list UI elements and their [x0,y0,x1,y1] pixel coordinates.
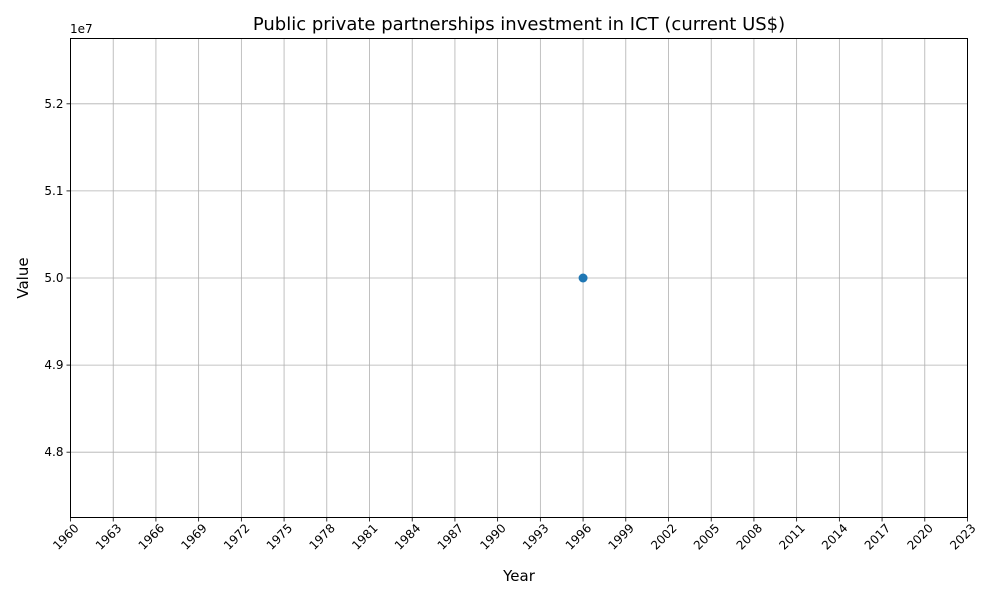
x-tick-label: 1987 [435,521,466,552]
x-tick-label: 1963 [93,521,124,552]
y-tick-label: 4.8 [44,445,63,459]
x-tick-label: 1972 [221,521,252,552]
x-axis-ticks: 1960 1963 1966 1969 1972 1975 1978 1981 1984 1987… [50,517,979,553]
x-tick-label: 1984 [392,521,423,552]
y-tick-label: 5.2 [44,97,63,111]
grid [70,38,968,518]
series-layer [578,273,588,283]
y-tick-label: 5.1 [44,184,63,198]
x-tick-label: 1999 [605,521,636,552]
x-tick-label: 2011 [776,521,807,552]
x-tick-label: 1969 [178,521,209,552]
x-tick-label: 1975 [264,521,295,552]
x-tick-label: 2023 [947,521,978,552]
x-tick-label: 1960 [50,521,81,552]
x-tick-label: 1966 [136,521,167,552]
x-tick-label: 2008 [734,521,765,552]
y-axis-label: Value [14,257,32,298]
x-tick-label: 2002 [648,521,679,552]
y-tick-label: 4.9 [44,358,63,372]
x-tick-label: 1978 [306,521,337,552]
x-tick-label: 2005 [691,521,722,552]
chart-title: Public private partnerships investment i… [253,14,785,35]
data-point [578,273,588,283]
x-axis-label: Year [502,567,536,585]
y-axis-ticks: 4.8 4.9 5.0 5.1 5.2 [44,97,71,459]
y-axis-offset-label: 1e7 [70,22,93,36]
x-tick-label: 1990 [477,521,508,552]
x-tick-label: 1996 [563,521,594,552]
y-tick-label: 5.0 [44,271,63,285]
x-tick-label: 1993 [520,521,551,552]
x-tick-label: 2017 [862,521,893,552]
x-tick-label: 2014 [819,521,850,552]
x-tick-label: 1981 [349,521,380,552]
x-tick-label: 2020 [904,521,935,552]
